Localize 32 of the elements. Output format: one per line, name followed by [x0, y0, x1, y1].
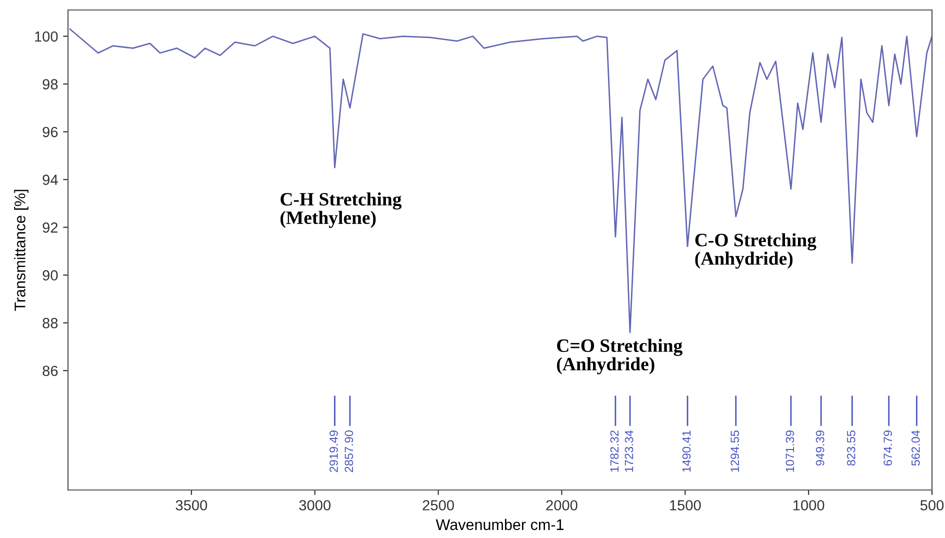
ref-line-label: 1071.39 — [786, 430, 794, 472]
x-tick-label: 500 — [920, 500, 944, 510]
y-tick-label: 98 — [42, 79, 58, 90]
x-tick-label: 2000 — [546, 500, 578, 510]
line-series — [69, 28, 932, 334]
ref-line-label: 1294.55 — [730, 430, 740, 472]
x-tick-label: 1000 — [793, 500, 824, 510]
x-tick-label: 3000 — [299, 500, 331, 510]
ref-line-label: 949.39 — [816, 430, 824, 466]
ref-line-label: 2919.49 — [330, 430, 338, 472]
y-tick-label: 96 — [42, 126, 58, 138]
ref-line-label: 674.79 — [884, 430, 892, 466]
x-axis-title: Wavenumber cm-1 — [436, 518, 564, 530]
ref-line-label: 1782.32 — [610, 430, 619, 472]
y-tick-label: 94 — [42, 174, 58, 185]
annotation: C-H Stretching (Methylene) — [280, 192, 402, 228]
ref-line-label: 2857.90 — [344, 430, 354, 472]
x-tick-label: 1500 — [670, 500, 701, 510]
y-tick-label: 90 — [42, 270, 58, 280]
ref-line-label: 1490.41 — [682, 430, 691, 472]
annotation: C=O Stretching (Anhydride) — [556, 338, 682, 374]
x-tick-label: 2500 — [422, 500, 454, 510]
y-tick-label: 88 — [42, 318, 58, 328]
annotation: C-O Stretching (Anhydride) — [695, 233, 816, 269]
y-tick-label: 100 — [35, 31, 58, 42]
ref-line-label: 562.04 — [911, 430, 920, 466]
y-axis-title: Transmittance [%] — [14, 190, 28, 311]
ref-line-label: 1723.34 — [624, 430, 634, 472]
y-tick-label: 86 — [42, 366, 58, 376]
x-tick-label: 3500 — [176, 500, 208, 510]
y-tick-label: 92 — [42, 222, 58, 233]
ref-line-label: 823.55 — [846, 430, 856, 466]
